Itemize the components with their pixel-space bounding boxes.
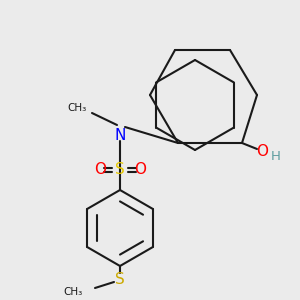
Text: O: O [94,163,106,178]
Text: O: O [256,143,268,158]
Text: S: S [115,163,125,178]
Text: O: O [134,163,146,178]
Text: CH₃: CH₃ [68,103,87,113]
Text: S: S [115,272,125,287]
Text: H: H [271,151,281,164]
Text: CH₃: CH₃ [64,287,83,297]
Text: N: N [114,128,126,142]
